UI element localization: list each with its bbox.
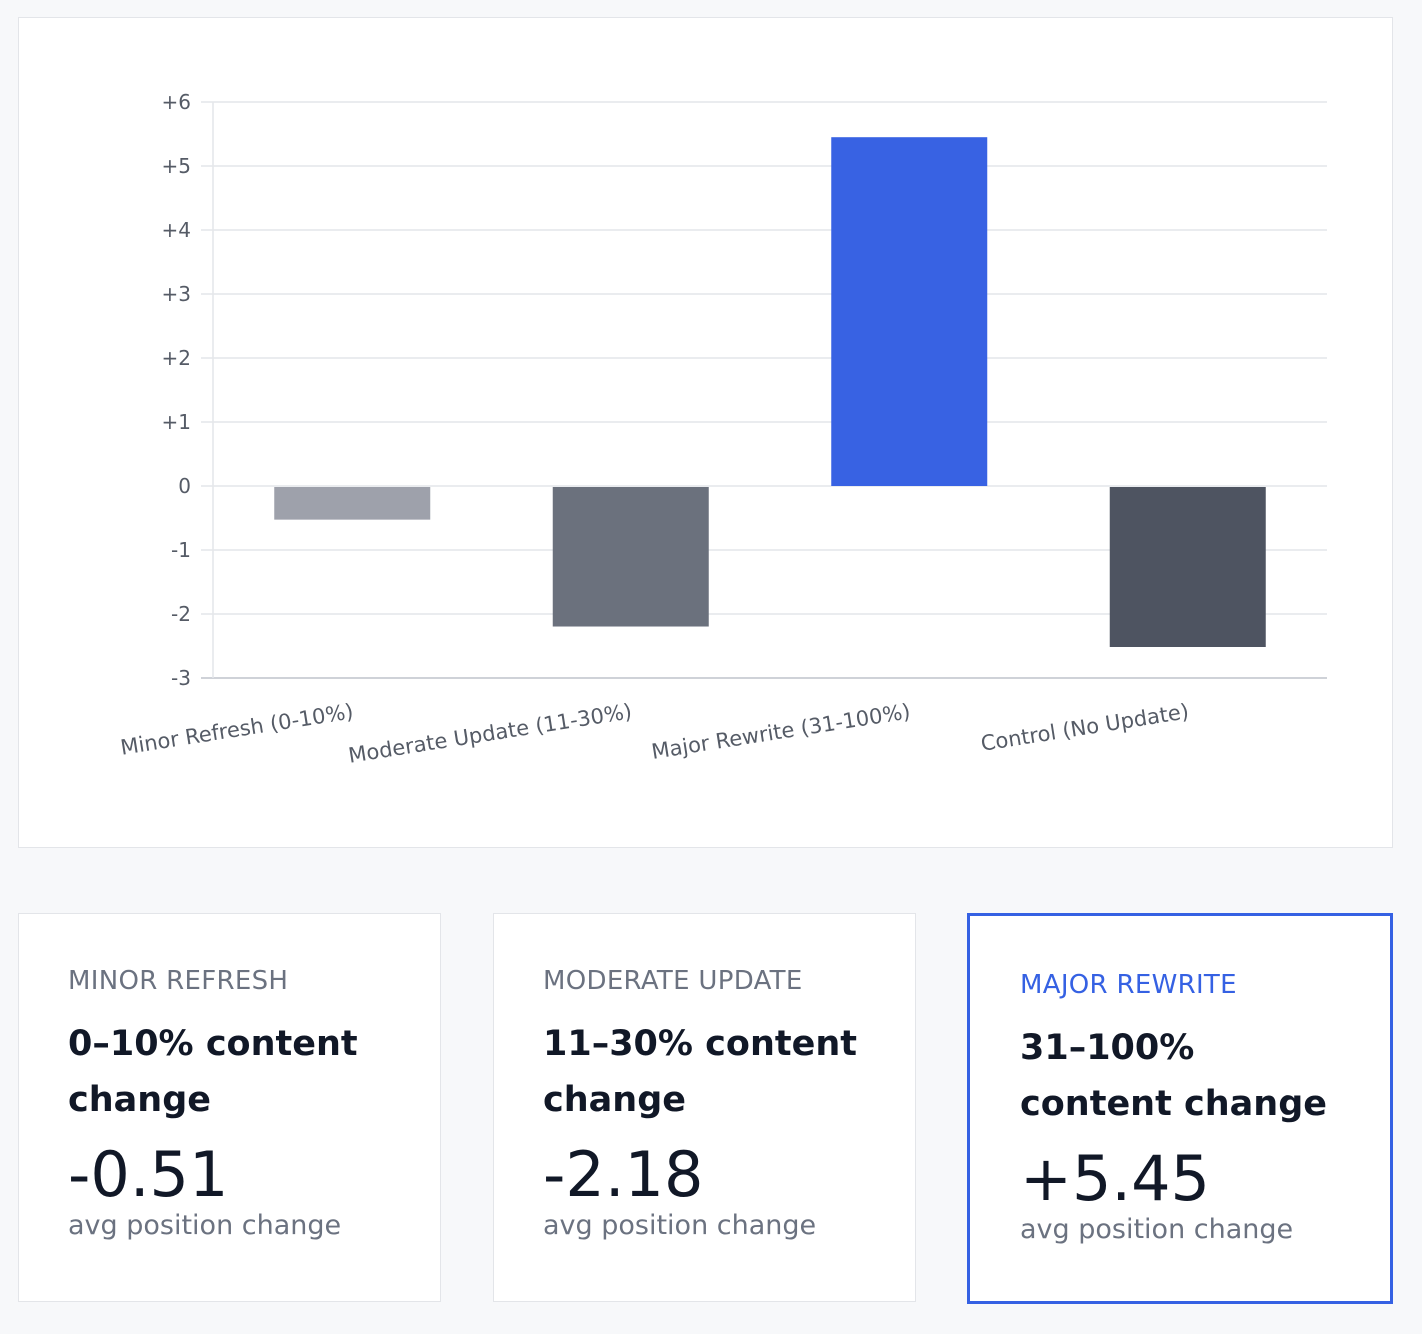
- y-tick-label: +2: [162, 346, 191, 370]
- card-value: -2.18: [543, 1138, 704, 1211]
- card-description: 31–100% content change: [1020, 1028, 1328, 1124]
- bar: [1109, 487, 1266, 647]
- x-tick-label: Control (No Update): [979, 699, 1190, 756]
- bar: [274, 487, 431, 520]
- chart-card: -3 -2 -1 0 +1 +2 +3 +4 +5 +6 Minor Refresh (0-10%)…: [18, 17, 1393, 848]
- stat-card-moderate-update: MODERATE UPDATE 11–30% content change -2…: [493, 913, 916, 1302]
- stat-card-minor-refresh: MINOR REFRESH 0–10% content change -0.51…: [18, 913, 441, 1302]
- card-value: +5.45: [1020, 1142, 1210, 1215]
- card-subtitle: avg position change: [1020, 1214, 1294, 1245]
- x-tick-label: Minor Refresh (0-10%): [119, 699, 355, 760]
- y-tick-label: +4: [162, 218, 191, 242]
- y-tick-label: -1: [171, 538, 191, 562]
- y-tick-label: +5: [162, 154, 191, 178]
- y-tick-label: 0: [178, 474, 191, 498]
- x-tick-label: Major Rewrite (31-100%): [650, 699, 912, 764]
- y-tick-label: +6: [162, 90, 191, 114]
- card-subtitle: avg position change: [68, 1210, 342, 1241]
- y-tick-label: -3: [171, 666, 191, 690]
- card-label: MODERATE UPDATE: [543, 966, 803, 996]
- bar-chart: -3 -2 -1 0 +1 +2 +3 +4 +5 +6 Minor Refresh (0-10%)…: [119, 90, 1327, 768]
- y-tick-label: +1: [162, 410, 191, 434]
- y-tick-label: +3: [162, 282, 191, 306]
- card-subtitle: avg position change: [543, 1210, 817, 1241]
- x-tick-label: Moderate Update (11-30%): [347, 699, 634, 768]
- card-label: MAJOR REWRITE: [1020, 970, 1237, 1000]
- stat-card-major-rewrite: MAJOR REWRITE 31–100% content change +5.…: [967, 913, 1393, 1304]
- bar: [831, 137, 988, 486]
- card-description: 11–30% content change: [543, 1024, 857, 1120]
- card-value: -0.51: [68, 1138, 229, 1211]
- bar: [552, 487, 709, 627]
- card-label: MINOR REFRESH: [68, 966, 289, 996]
- card-description: 0–10% content change: [68, 1024, 358, 1120]
- y-tick-label: -2: [171, 602, 191, 626]
